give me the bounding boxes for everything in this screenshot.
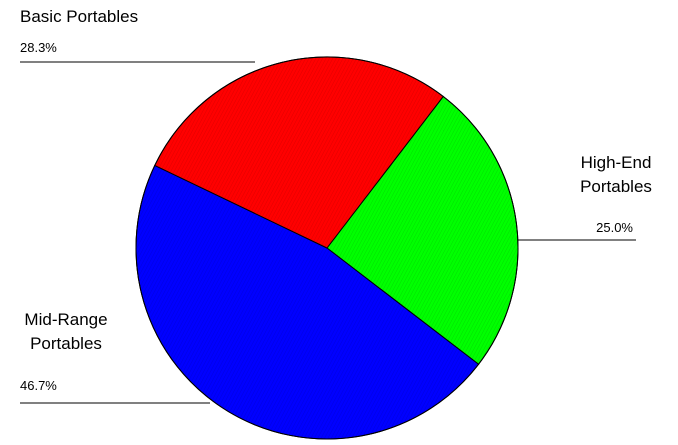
leader-lines — [20, 61, 636, 404]
slice-labels: High-End Portables 25.0% Mid-Range Portables… — [20, 7, 652, 393]
slice-percent-2: 28.3% — [20, 40, 57, 55]
pie-slice-texture-0 — [327, 96, 518, 365]
slice-name-0-0: High-End — [581, 153, 652, 172]
pie-slices — [135, 56, 519, 440]
pie-outline — [135, 56, 519, 440]
slice-percent-0: 25.0% — [596, 220, 633, 235]
slice-percent-1: 46.7% — [20, 378, 57, 393]
slice-name-2-0: Basic Portables — [20, 7, 138, 26]
slice-name-1-0: Mid-Range — [24, 310, 107, 329]
slice-name-1-1: Portables — [30, 334, 102, 353]
pie-slice-texture-1 — [136, 165, 479, 439]
slice-name-0-1: Portables — [580, 177, 652, 196]
pie-slice-texture-2 — [154, 56, 444, 249]
